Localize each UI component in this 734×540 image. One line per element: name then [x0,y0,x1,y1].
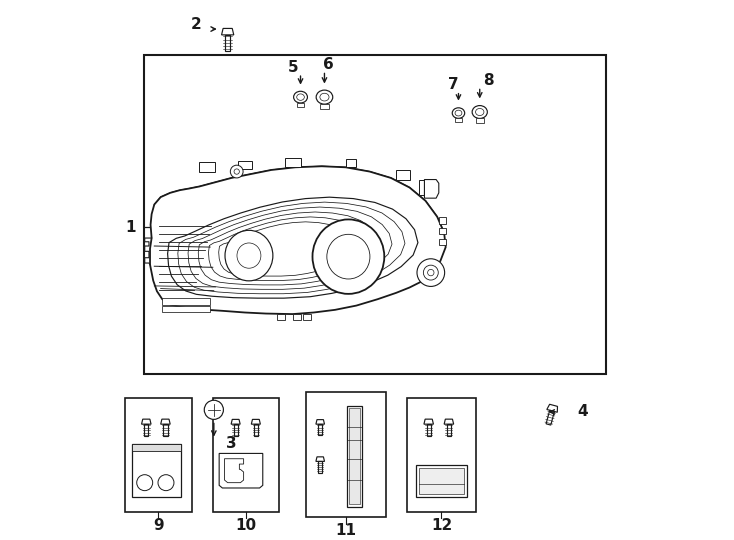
Bar [162,306,210,313]
Ellipse shape [294,91,308,103]
Circle shape [204,400,223,420]
Bar [439,217,446,224]
Ellipse shape [316,90,333,104]
Bar [293,314,300,320]
Polygon shape [167,197,418,298]
Bar [396,170,410,179]
Polygon shape [316,420,324,424]
Ellipse shape [452,108,465,118]
Polygon shape [154,166,444,235]
Polygon shape [254,424,258,436]
Circle shape [424,265,438,280]
Circle shape [230,165,243,178]
Polygon shape [447,424,451,436]
Bar [439,228,446,234]
Polygon shape [219,454,263,488]
Bar [476,118,484,123]
Bar [144,55,606,374]
Bar [346,159,357,167]
Polygon shape [225,35,230,51]
Bar [407,397,476,512]
Circle shape [234,169,239,174]
Bar [346,406,362,507]
Bar [200,162,216,172]
Bar [306,392,385,517]
Ellipse shape [455,110,462,116]
Text: 6: 6 [324,57,334,72]
Ellipse shape [320,93,329,101]
Polygon shape [164,424,167,436]
Bar [125,397,192,512]
Polygon shape [150,166,446,314]
Text: 11: 11 [335,523,356,538]
Polygon shape [142,419,151,424]
Bar [297,103,305,107]
Bar [285,158,300,167]
Polygon shape [231,420,240,424]
Text: 4: 4 [577,404,588,420]
Polygon shape [277,314,285,320]
Text: 1: 1 [125,220,136,235]
Ellipse shape [476,109,484,116]
Bar [455,118,462,122]
Ellipse shape [297,94,305,100]
Bar [439,239,446,245]
Polygon shape [161,419,170,424]
Bar [419,179,431,195]
Polygon shape [319,424,322,435]
Text: 3: 3 [226,436,236,451]
Polygon shape [547,404,558,412]
Ellipse shape [472,105,487,118]
Bar [320,104,329,109]
Text: 10: 10 [236,518,257,533]
Text: 8: 8 [483,72,493,87]
Polygon shape [426,424,431,436]
Bar [419,468,464,494]
Circle shape [428,269,434,276]
Polygon shape [444,419,454,424]
Bar [303,314,311,320]
Circle shape [137,475,153,491]
Text: 7: 7 [448,77,459,92]
Ellipse shape [237,243,261,268]
Polygon shape [225,459,244,483]
Polygon shape [319,461,322,472]
Polygon shape [233,424,238,436]
Bar [416,465,467,497]
Bar [349,408,360,504]
Circle shape [158,475,174,491]
Text: 5: 5 [288,60,299,75]
Polygon shape [424,419,434,424]
Polygon shape [251,420,261,424]
Ellipse shape [327,234,370,279]
Ellipse shape [313,219,385,294]
Bar [132,444,181,497]
Polygon shape [222,29,233,35]
Bar [132,444,181,451]
Polygon shape [546,410,554,425]
Text: 2: 2 [190,17,201,32]
Ellipse shape [225,231,273,281]
Circle shape [417,259,445,286]
Text: 9: 9 [153,518,164,533]
Polygon shape [316,457,324,461]
Polygon shape [424,179,439,198]
Bar [239,161,252,170]
Bar [162,298,210,305]
Bar [213,397,279,512]
Text: 12: 12 [431,518,452,533]
Polygon shape [144,424,148,436]
